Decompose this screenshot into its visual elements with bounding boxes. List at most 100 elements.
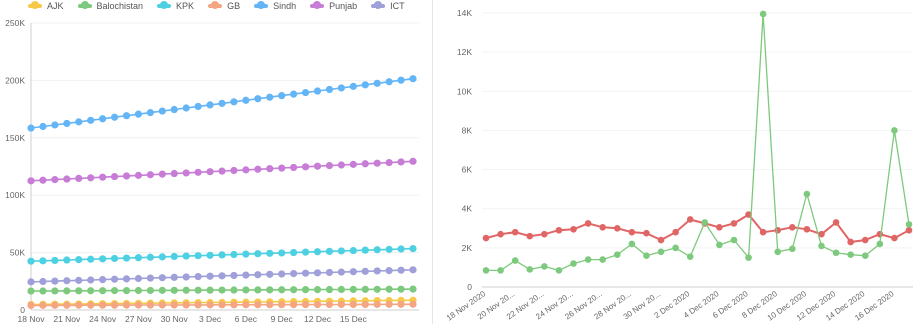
data-point-kpk[interactable] xyxy=(337,247,345,255)
data-point-green[interactable] xyxy=(905,221,913,228)
data-point-kpk[interactable] xyxy=(170,252,178,261)
data-point-kpk[interactable] xyxy=(194,252,202,260)
data-point-kpk[interactable] xyxy=(134,254,143,262)
data-point-kpk[interactable] xyxy=(313,248,322,256)
data-point-green[interactable] xyxy=(497,267,504,274)
data-point-sindh[interactable] xyxy=(110,113,119,121)
data-point-gb[interactable] xyxy=(39,301,47,309)
data-point-kpk[interactable] xyxy=(230,250,238,259)
data-point-kpk[interactable] xyxy=(182,252,190,260)
data-point-balochistan[interactable] xyxy=(51,287,59,295)
data-point-red[interactable] xyxy=(672,228,679,236)
data-point-sindh[interactable] xyxy=(51,121,59,129)
data-point-sindh[interactable] xyxy=(122,112,131,120)
data-point-gb[interactable] xyxy=(385,300,393,308)
data-point-sindh[interactable] xyxy=(361,81,369,89)
data-point-punjab[interactable] xyxy=(206,168,214,176)
data-point-red[interactable] xyxy=(526,232,534,240)
data-point-red[interactable] xyxy=(599,224,606,231)
data-point-balochistan[interactable] xyxy=(385,285,393,293)
data-point-kpk[interactable] xyxy=(385,245,393,253)
data-point-gb[interactable] xyxy=(134,301,143,309)
data-point-gb[interactable] xyxy=(122,301,131,309)
data-point-red[interactable] xyxy=(861,236,869,244)
data-point-balochistan[interactable] xyxy=(373,285,381,293)
data-point-red[interactable] xyxy=(497,230,504,238)
legend-item-gb[interactable]: GB xyxy=(208,1,240,11)
data-point-kpk[interactable] xyxy=(349,246,357,255)
data-point-punjab[interactable] xyxy=(170,169,178,178)
data-point-ict[interactable] xyxy=(313,269,322,277)
data-point-sindh[interactable] xyxy=(146,109,154,117)
data-point-kpk[interactable] xyxy=(146,253,154,261)
data-point-gb[interactable] xyxy=(373,300,381,308)
data-point-kpk[interactable] xyxy=(158,253,166,261)
data-point-sindh[interactable] xyxy=(170,105,178,114)
data-point-green[interactable] xyxy=(526,266,534,273)
data-point-green[interactable] xyxy=(774,248,782,256)
data-point-gb[interactable] xyxy=(409,300,417,308)
data-point-red[interactable] xyxy=(584,220,592,227)
data-point-red[interactable] xyxy=(832,219,840,226)
data-point-sindh[interactable] xyxy=(87,116,95,124)
data-point-ict[interactable] xyxy=(170,273,178,281)
data-point-ict[interactable] xyxy=(385,266,393,275)
data-point-gb[interactable] xyxy=(349,300,357,309)
data-point-red[interactable] xyxy=(613,224,621,232)
data-point-green[interactable] xyxy=(672,244,679,252)
data-point-kpk[interactable] xyxy=(122,254,131,262)
data-point-kpk[interactable] xyxy=(51,256,59,265)
data-point-ict[interactable] xyxy=(242,271,250,279)
data-point-gb[interactable] xyxy=(266,301,274,309)
data-point-kpk[interactable] xyxy=(242,250,250,258)
data-point-punjab[interactable] xyxy=(27,177,35,185)
data-point-gb[interactable] xyxy=(99,301,107,309)
data-point-punjab[interactable] xyxy=(230,166,238,175)
data-point-kpk[interactable] xyxy=(254,250,262,258)
data-point-gb[interactable] xyxy=(337,300,345,309)
data-point-red[interactable] xyxy=(774,226,782,234)
legend-item-ict[interactable]: ICT xyxy=(371,1,405,11)
data-point-ict[interactable] xyxy=(230,271,238,280)
data-point-red[interactable] xyxy=(686,216,694,223)
legend-item-ajk[interactable]: AJK xyxy=(28,1,64,11)
data-point-gb[interactable] xyxy=(146,301,154,309)
data-point-red[interactable] xyxy=(891,234,898,242)
data-point-green[interactable] xyxy=(730,236,738,244)
data-point-sindh[interactable] xyxy=(325,85,334,94)
data-point-ict[interactable] xyxy=(325,268,334,277)
data-point-sindh[interactable] xyxy=(206,101,214,109)
data-point-green[interactable] xyxy=(789,245,796,253)
data-point-gb[interactable] xyxy=(51,301,59,309)
data-point-balochistan[interactable] xyxy=(325,285,334,294)
data-point-sindh[interactable] xyxy=(75,118,83,126)
data-point-red[interactable] xyxy=(628,228,636,236)
data-point-ict[interactable] xyxy=(110,275,119,283)
data-point-green[interactable] xyxy=(628,240,636,248)
data-point-gb[interactable] xyxy=(194,301,202,309)
data-point-balochistan[interactable] xyxy=(266,286,274,294)
data-point-green[interactable] xyxy=(657,248,665,256)
data-point-ict[interactable] xyxy=(301,269,310,277)
data-point-balochistan[interactable] xyxy=(337,285,345,294)
data-point-ict[interactable] xyxy=(158,274,166,282)
data-point-ict[interactable] xyxy=(266,270,274,278)
data-point-gb[interactable] xyxy=(397,300,405,308)
data-point-green[interactable] xyxy=(891,127,898,134)
data-point-sindh[interactable] xyxy=(182,104,190,112)
data-point-punjab[interactable] xyxy=(325,162,334,170)
data-point-green[interactable] xyxy=(803,190,811,198)
data-point-kpk[interactable] xyxy=(301,248,310,256)
data-point-gb[interactable] xyxy=(27,301,35,310)
data-point-balochistan[interactable] xyxy=(134,286,143,295)
data-point-kpk[interactable] xyxy=(27,257,35,265)
data-point-green[interactable] xyxy=(511,257,519,264)
data-point-gb[interactable] xyxy=(63,301,71,309)
data-point-ict[interactable] xyxy=(290,269,298,278)
data-point-ict[interactable] xyxy=(409,266,417,274)
data-point-kpk[interactable] xyxy=(63,256,71,264)
legend-item-sindh[interactable]: Sindh xyxy=(254,1,296,11)
data-point-ict[interactable] xyxy=(27,278,35,286)
data-point-red[interactable] xyxy=(847,238,854,246)
data-point-kpk[interactable] xyxy=(87,255,95,263)
